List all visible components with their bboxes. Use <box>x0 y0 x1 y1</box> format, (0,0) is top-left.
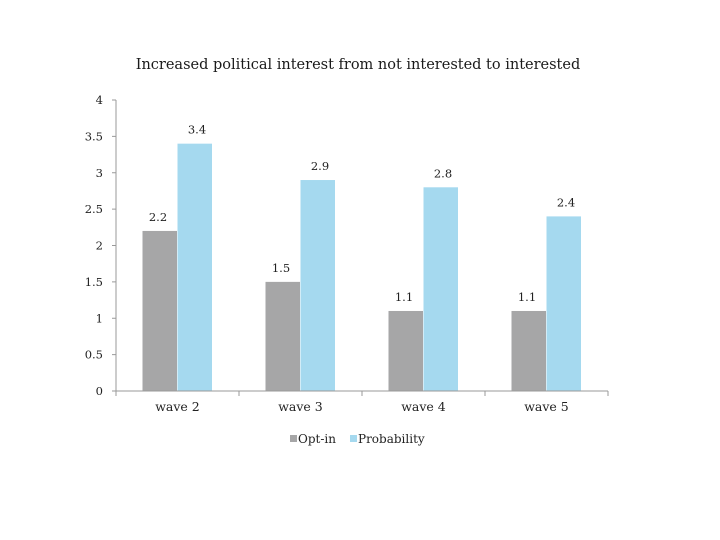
data-labels: 2.2 3.4 1.5 2.9 1.1 2.8 1.1 2.4 <box>149 123 575 304</box>
data-label: 2.4 <box>557 195 575 209</box>
bar-opt-in-1 <box>265 281 300 391</box>
data-label: 1.1 <box>518 290 536 304</box>
x-axis: wave 2 wave 3 wave 4 wave 5 <box>115 390 609 414</box>
bar-probability-2 <box>423 187 458 391</box>
data-label: 2.8 <box>434 166 452 180</box>
legend-swatch-0 <box>290 435 297 442</box>
legend-label: Probability <box>358 432 425 446</box>
y-tick-label: 2.5 <box>85 202 103 216</box>
bar-opt-in-0 <box>142 230 177 391</box>
legend: Opt-in Probability <box>290 432 425 446</box>
bar-probability-1 <box>300 180 335 391</box>
chart-title: Increased political interest from not in… <box>136 57 581 73</box>
x-category-label: wave 2 <box>155 399 200 414</box>
bar-probability-0 <box>177 143 212 391</box>
y-tick-label: 0.5 <box>85 348 103 362</box>
data-label: 1.1 <box>395 290 413 304</box>
y-tick-label: 4 <box>96 93 103 107</box>
y-tick-label: 1.5 <box>85 275 103 289</box>
bar-probability-3 <box>546 216 581 391</box>
legend-label: Opt-in <box>298 432 336 446</box>
data-label: 1.5 <box>272 261 290 275</box>
y-tick-label: 3 <box>96 166 103 180</box>
data-label: 3.4 <box>188 123 206 137</box>
x-category-label: wave 5 <box>524 399 569 414</box>
legend-swatch-1 <box>350 435 357 442</box>
y-tick-label: 2 <box>96 239 103 253</box>
x-category-label: wave 3 <box>278 399 323 414</box>
y-axis: 0 0.5 1 1.5 2 2.5 3 3.5 4 <box>85 93 117 398</box>
bar-opt-in-2 <box>388 310 423 391</box>
y-tick-label: 1 <box>96 311 103 325</box>
data-label: 2.9 <box>311 159 329 173</box>
bars <box>142 143 581 391</box>
y-tick-label: 3.5 <box>85 129 103 143</box>
y-tick-label: 0 <box>96 384 103 398</box>
x-category-label: wave 4 <box>401 399 446 414</box>
bar-opt-in-3 <box>511 310 546 391</box>
data-label: 2.2 <box>149 210 167 224</box>
